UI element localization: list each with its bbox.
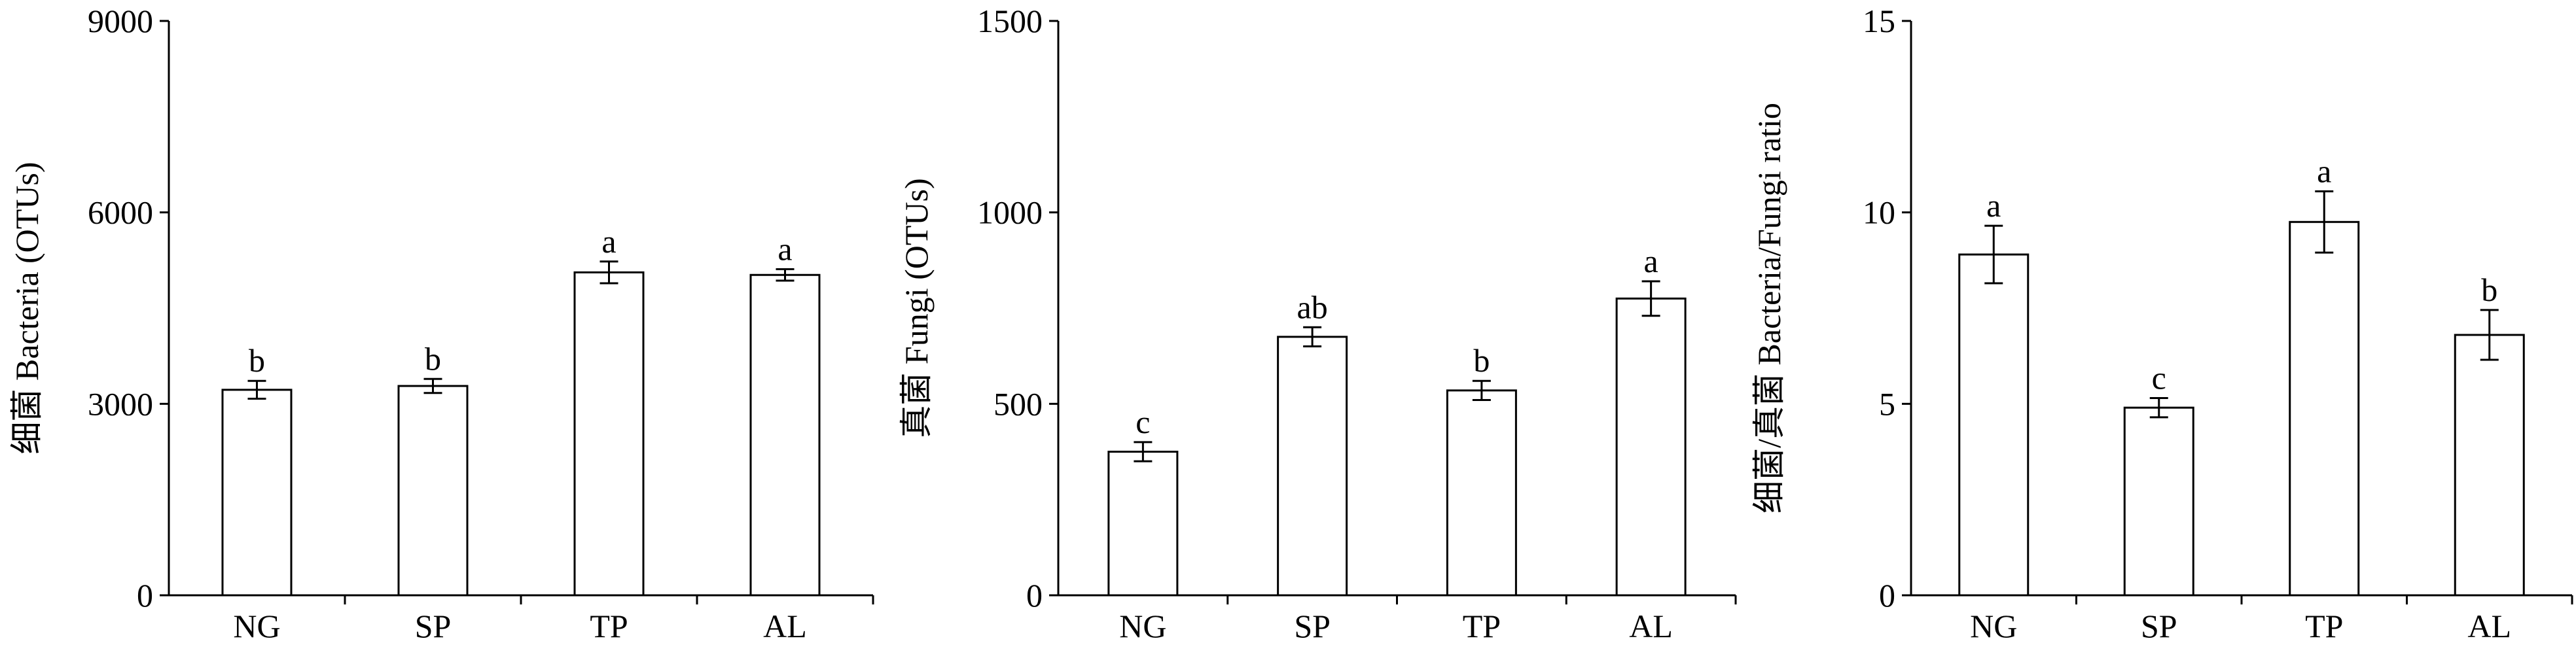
significance-label: c	[2152, 360, 2166, 396]
x-tick-label: AL	[2467, 608, 2511, 644]
y-axis-label: 真菌 Fungi (OTUs)	[898, 178, 935, 438]
bar	[1446, 389, 1517, 597]
x-tick-label: AL	[763, 608, 807, 644]
chart-panel-1: 0 3000 6000 9000 细菌 Bacteria (OTUs) b NG b SP a TP…	[9, 3, 874, 644]
significance-label: a	[601, 223, 616, 260]
significance-label: a	[778, 230, 792, 267]
significance-label: b	[2481, 271, 2497, 308]
x-tick-label: TP	[2305, 608, 2343, 644]
significance-label: a	[1644, 243, 1658, 279]
y-tick-label: 5	[1879, 385, 1895, 422]
x-tick-label: SP	[2141, 608, 2177, 644]
significance-label: b	[1473, 342, 1490, 379]
chart-panel-2: 0 500 1000 1500 真菌 Fungi (OTUs) c NG ab SP b TP a AL	[898, 3, 1737, 644]
bar	[1107, 451, 1179, 597]
bar	[1615, 297, 1687, 597]
bar	[2123, 406, 2194, 597]
significance-label: a	[2317, 152, 2331, 189]
y-tick-label: 10	[1863, 194, 1895, 231]
y-tick-label: 1500	[977, 3, 1043, 39]
y-tick-label: 6000	[88, 194, 153, 231]
bar	[2289, 220, 2360, 597]
significance-label: a	[1986, 187, 2001, 224]
x-tick-label: NG	[1119, 608, 1166, 644]
bar	[397, 385, 469, 597]
y-axis-label: 细菌/真菌 Bacteria/Fungi ratio	[1751, 103, 1787, 514]
chart-panel-3: 0 5 10 15 细菌/真菌 Bacteria/Fungi ratio a NG c SP a T…	[1751, 3, 2573, 644]
x-tick-label: AL	[1629, 608, 1673, 644]
bar	[749, 273, 821, 597]
bar	[221, 389, 293, 597]
x-tick-label: TP	[590, 608, 628, 644]
y-tick-label: 15	[1863, 3, 1895, 39]
x-tick-label: TP	[1463, 608, 1501, 644]
significance-label: c	[1136, 404, 1150, 440]
x-tick-label: SP	[415, 608, 452, 644]
significance-label: b	[425, 340, 441, 377]
y-tick-label: 500	[993, 385, 1043, 422]
y-tick-label: 0	[137, 577, 153, 614]
significance-label: b	[249, 342, 265, 379]
y-tick-label: 1000	[977, 194, 1043, 231]
y-tick-label: 3000	[88, 385, 153, 422]
bar	[1277, 336, 1348, 597]
x-tick-label: NG	[233, 608, 280, 644]
x-tick-label: NG	[1970, 608, 2017, 644]
y-axis-label: 细菌 Bacteria (OTUs)	[9, 162, 45, 454]
y-tick-label: 0	[1879, 577, 1895, 614]
bar	[1958, 253, 2030, 597]
x-tick-label: SP	[1294, 608, 1331, 644]
bar	[573, 271, 645, 597]
y-tick-label: 0	[1026, 577, 1043, 614]
y-tick-label: 9000	[88, 3, 153, 39]
significance-label: ab	[1297, 288, 1328, 325]
bar	[2454, 334, 2525, 597]
